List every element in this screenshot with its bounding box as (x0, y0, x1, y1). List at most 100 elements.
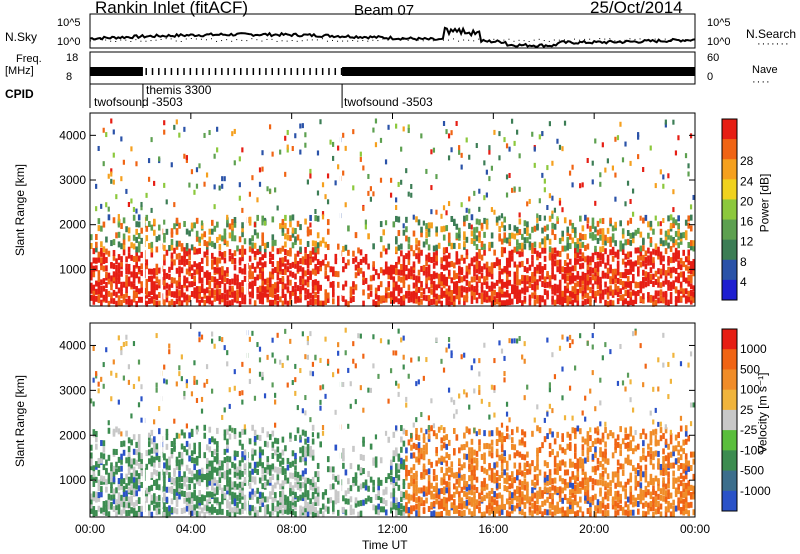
heatmap-cell (551, 511, 554, 518)
heatmap-cell (599, 487, 602, 494)
heatmap-cell (561, 146, 564, 152)
heatmap-cell (226, 289, 229, 296)
heatmap-cell (97, 145, 100, 151)
heatmap-cell (412, 297, 416, 304)
heatmap-cell (478, 358, 481, 364)
heatmap-cell (203, 382, 206, 388)
heatmap-cell (672, 241, 675, 248)
heatmap-cell (294, 227, 297, 234)
heatmap-cell (342, 245, 345, 252)
heatmap-cell (581, 284, 585, 291)
heatmap-cell (286, 496, 290, 503)
heatmap-cell (263, 261, 267, 268)
heatmap-cell (329, 497, 333, 504)
heatmap-cell (510, 249, 514, 256)
heatmap-cell (631, 277, 635, 284)
heatmap-cell (155, 449, 159, 456)
heatmap-cell (309, 270, 312, 277)
heatmap-cell (195, 397, 199, 403)
heatmap-cell (203, 239, 207, 246)
heatmap-cell (594, 479, 597, 486)
heatmap-cell (364, 258, 368, 265)
heatmap-cell (422, 241, 426, 248)
heatmap-cell (523, 341, 526, 347)
heatmap-cell (432, 485, 436, 492)
heatmap-cell (342, 295, 345, 302)
heatmap-cell (195, 248, 199, 255)
heatmap-cell (193, 457, 196, 464)
heatmap-cell (594, 200, 597, 206)
heatmap-cell (430, 511, 433, 518)
heatmap-cell (263, 278, 267, 285)
heatmap-cell (286, 266, 290, 273)
heatmap-cell (268, 491, 272, 498)
nsearch-dot (337, 40, 339, 42)
nsearch-dot (664, 38, 666, 40)
heatmap-cell (309, 168, 312, 174)
heatmap-cell (369, 443, 373, 450)
heatmap-cell (579, 506, 582, 513)
nsearch-dot (659, 40, 661, 42)
heatmap-cell (634, 281, 638, 288)
heatmap-cell (213, 266, 217, 273)
heatmap-cell (667, 299, 670, 306)
heatmap-cell (208, 474, 212, 481)
heatmap-cell (180, 429, 184, 436)
heatmap-cell (132, 243, 136, 250)
heatmap-cell (165, 249, 169, 256)
heatmap-cell (170, 507, 174, 514)
heatmap-cell (294, 288, 297, 295)
heatmap-cell (420, 231, 423, 238)
heatmap-cell (478, 385, 481, 391)
heatmap-cell (216, 441, 219, 448)
heatmap-cell (218, 464, 222, 471)
heatmap-cell (611, 246, 615, 253)
heatmap-cell (147, 432, 151, 438)
heatmap-cell (614, 504, 617, 511)
heatmap-cell (422, 473, 426, 480)
heatmap-cell (268, 299, 272, 306)
heatmap-cell (115, 468, 118, 475)
heatmap-cell (445, 487, 449, 494)
heatmap-cell (248, 504, 252, 511)
heatmap-cell (153, 281, 156, 288)
heatmap-cell (137, 214, 141, 221)
heatmap-cell (548, 486, 552, 493)
heatmap-cell (460, 291, 464, 298)
heatmap-cell (470, 474, 474, 481)
heatmap-cell (584, 283, 587, 290)
heatmap-cell (218, 257, 222, 264)
heatmap-cell (488, 503, 491, 510)
heatmap-cell (188, 295, 191, 302)
heatmap-cell (112, 505, 116, 512)
heatmap-cell (427, 433, 431, 440)
colorbar-tick-label: 12 (740, 235, 754, 249)
heatmap-cell (276, 274, 280, 281)
heatmap-cell (412, 495, 416, 502)
heatmap-cell (553, 299, 557, 306)
heatmap-cell (357, 500, 360, 507)
heatmap-cell (135, 292, 138, 299)
heatmap-cell (500, 438, 504, 445)
heatmap-cell (332, 500, 335, 507)
heatmap-cell (611, 476, 615, 483)
heatmap-cell (107, 420, 110, 426)
heatmap-cell (226, 428, 229, 435)
heatmap-cell (536, 283, 539, 290)
heatmap-cell (284, 222, 287, 229)
heatmap-cell (420, 265, 423, 272)
heatmap-cell (359, 151, 362, 157)
heatmap-cell (521, 260, 524, 267)
heatmap-cell (387, 398, 390, 404)
heatmap-cell (125, 291, 128, 298)
heatmap-cell (402, 255, 406, 262)
heatmap-cell (553, 283, 557, 290)
heatmap-cell (132, 206, 136, 212)
heatmap-cell (168, 472, 171, 479)
heatmap-cell (203, 424, 207, 431)
heatmap-cell (213, 153, 216, 159)
heatmap-cell (485, 169, 488, 175)
heatmap-cell (513, 444, 517, 451)
heatmap-cell (311, 240, 315, 247)
heatmap-cell (135, 261, 138, 268)
